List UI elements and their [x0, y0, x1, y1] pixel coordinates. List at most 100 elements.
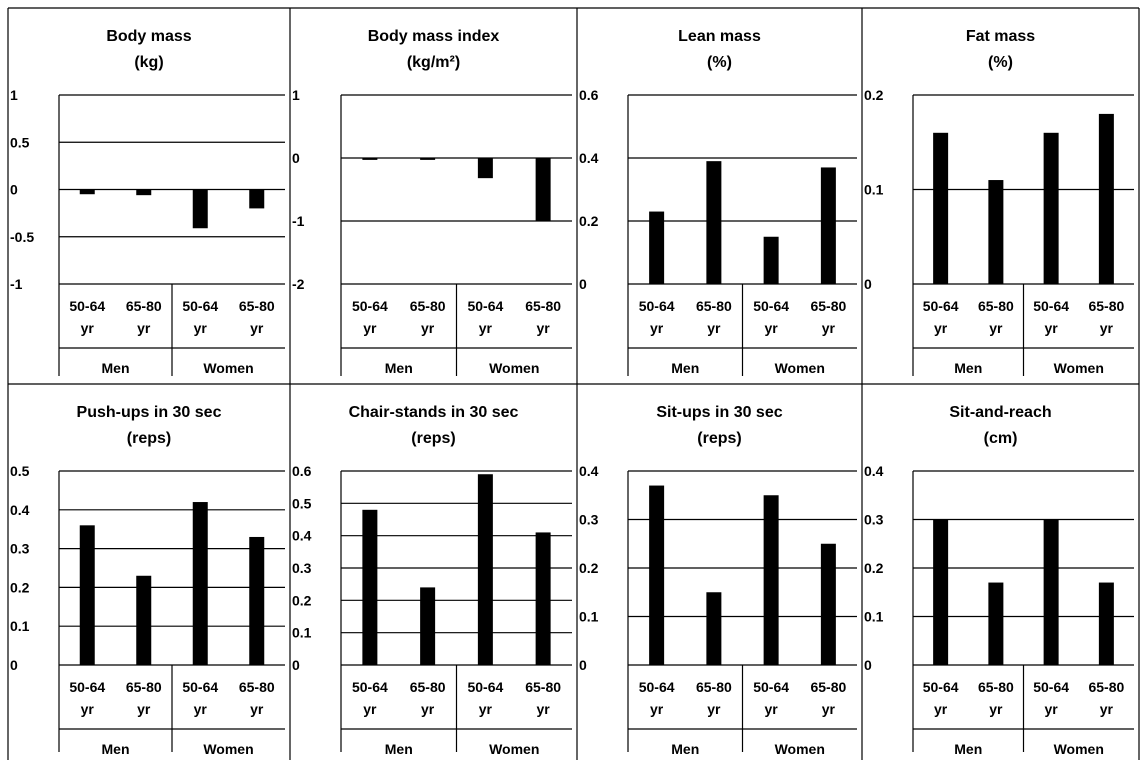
y-tick-label: 0.6 — [579, 87, 599, 103]
category-label-top: 50-64 — [1033, 298, 1069, 314]
y-tick-label: 1 — [292, 87, 300, 103]
bar-1 — [362, 509, 378, 665]
category-label-top: 50-64 — [69, 679, 105, 695]
category-label-bottom: yr — [934, 320, 948, 336]
bar-1 — [933, 132, 949, 284]
y-tick-label: 0.4 — [579, 150, 599, 166]
y-tick-label: 0.2 — [579, 213, 599, 229]
bar-3 — [763, 236, 779, 284]
category-label-top: 50-64 — [182, 679, 218, 695]
category-label-top: 65-80 — [525, 679, 561, 695]
bar-4 — [820, 543, 836, 665]
y-tick-label: 0 — [864, 657, 872, 673]
category-label-bottom: yr — [194, 701, 208, 717]
y-tick-label: 0.3 — [10, 541, 30, 557]
y-tick-label: 0.3 — [579, 512, 599, 528]
category-label-bottom: yr — [707, 320, 721, 336]
category-label-bottom: yr — [137, 701, 151, 717]
category-label-bottom: yr — [81, 701, 95, 717]
group-label: Men — [954, 741, 982, 757]
bar-4 — [535, 532, 551, 665]
bar-2 — [420, 587, 436, 665]
chart-unit-label: (reps) — [127, 430, 171, 447]
y-tick-label: 0.5 — [10, 463, 30, 479]
y-tick-label: 0.1 — [292, 625, 312, 641]
y-tick-label: 0.6 — [292, 463, 312, 479]
y-tick-label: -0.5 — [10, 229, 34, 245]
category-label-bottom: yr — [1100, 701, 1114, 717]
category-label-top: 50-64 — [69, 298, 105, 314]
bar-3 — [192, 189, 208, 229]
category-label-bottom: yr — [421, 701, 435, 717]
y-tick-label: 1 — [10, 87, 18, 103]
bar-4 — [249, 536, 265, 665]
category-label-bottom: yr — [650, 320, 664, 336]
category-label-top: 50-64 — [182, 298, 218, 314]
category-label-top: 65-80 — [810, 679, 846, 695]
category-label-bottom: yr — [479, 701, 493, 717]
y-tick-label: 0.1 — [579, 609, 599, 625]
y-tick-label: 0 — [292, 150, 300, 166]
category-label-top: 65-80 — [239, 679, 275, 695]
chart-panel-2: Body mass index (kg/m²) 1 0 -1 -2 50-64 65-80 50… — [292, 28, 572, 376]
y-tick-label: 0.1 — [864, 609, 884, 625]
y-tick-label: 0.3 — [292, 560, 312, 576]
y-tick-label: 0.2 — [292, 592, 312, 608]
category-label-top: 50-64 — [639, 679, 675, 695]
bar-1 — [649, 211, 665, 284]
group-label: Women — [775, 360, 825, 376]
category-label-top: 65-80 — [1088, 679, 1124, 695]
bar-2 — [988, 582, 1004, 665]
bar-4 — [249, 189, 265, 209]
y-tick-label: 0.1 — [10, 618, 30, 634]
category-label-top: 65-80 — [696, 679, 732, 695]
group-label: Men — [671, 741, 699, 757]
bar-4 — [1098, 582, 1114, 665]
category-label-top: 50-64 — [1033, 679, 1069, 695]
bar-1 — [79, 525, 95, 665]
category-label-bottom: yr — [989, 701, 1003, 717]
category-label-top: 65-80 — [410, 298, 446, 314]
chart-title: Lean mass — [678, 28, 761, 45]
y-tick-label: 0.2 — [864, 560, 884, 576]
bar-2 — [136, 575, 152, 665]
category-label-top: 50-64 — [923, 298, 959, 314]
chart-title: Body mass index — [368, 28, 500, 45]
bar-1 — [649, 485, 665, 665]
chart-unit-label: (reps) — [697, 430, 741, 447]
chart-title: Sit-and-reach — [949, 404, 1051, 421]
category-label-top: 65-80 — [239, 298, 275, 314]
chart-title: Body mass — [106, 28, 191, 45]
category-label-top: 65-80 — [1088, 298, 1124, 314]
y-tick-label: 0 — [579, 657, 587, 673]
bar-3 — [192, 502, 208, 665]
y-tick-label: 0.5 — [10, 134, 30, 150]
y-tick-label: 0.4 — [292, 528, 312, 544]
category-label-bottom: yr — [1045, 320, 1059, 336]
panels-layer: Body mass (kg) 1 0.5 0 -0.5 -1 50-64 65-80 50-64 6… — [7, 7, 1140, 760]
category-label-top: 65-80 — [525, 298, 561, 314]
bar-4 — [1098, 113, 1114, 285]
bar-1 — [79, 189, 95, 195]
group-label: Men — [671, 360, 699, 376]
bar-2 — [136, 189, 152, 196]
category-label-top: 50-64 — [467, 679, 503, 695]
y-tick-label: 0 — [864, 276, 872, 292]
category-label-bottom: yr — [137, 320, 151, 336]
bar-2 — [420, 158, 436, 160]
category-label-bottom: yr — [194, 320, 208, 336]
chart-title: Fat mass — [966, 28, 1035, 45]
chart-panel-1: Body mass (kg) 1 0.5 0 -0.5 -1 50-64 65-80 50-64 6… — [10, 28, 285, 376]
y-tick-label: 0 — [579, 276, 587, 292]
panel-borders — [7, 7, 1140, 760]
group-label: Men — [954, 360, 982, 376]
category-label-top: 50-64 — [753, 679, 789, 695]
group-label: Women — [1054, 741, 1104, 757]
y-tick-label: 0.5 — [292, 495, 312, 511]
chart-panel-6: Chair-stands in 30 sec (reps) 0.6 0.5 0.4 0.3… — [292, 404, 572, 757]
category-label-bottom: yr — [1045, 701, 1059, 717]
category-label-bottom: yr — [537, 701, 551, 717]
bar-3 — [477, 158, 493, 179]
group-label: Men — [102, 741, 130, 757]
